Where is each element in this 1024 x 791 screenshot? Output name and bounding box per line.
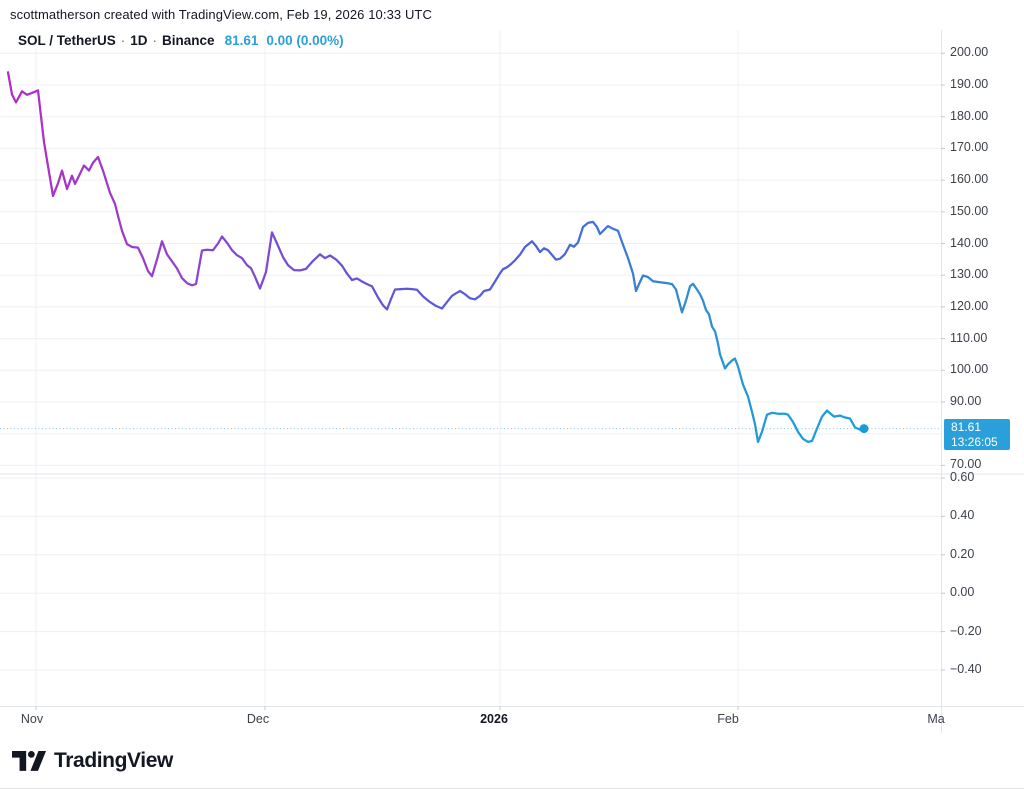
time-axis-label: Feb <box>717 712 739 726</box>
tradingview-logo-mark-icon <box>12 750 46 771</box>
time-axis-label: Nov <box>20 712 44 726</box>
price-axis-label: 110.00 <box>950 330 988 345</box>
price-axis-label: 130.00 <box>950 267 989 282</box>
indicator-axis-label: −0.40 <box>950 662 982 676</box>
price-axis-label: 180.00 <box>950 108 989 123</box>
time-axis-label: Ma <box>927 712 945 726</box>
attribution-text: scottmatherson created with TradingView.… <box>10 7 432 22</box>
price-line <box>6 71 866 444</box>
price-axis-label: 150.00 <box>950 203 989 218</box>
current-price-dot <box>859 424 869 434</box>
symbol-legend[interactable]: SOL / TetherUS · 1D · Binance 81.61 0.00 (0.00… <box>18 33 344 48</box>
price-axis-label: 70.00 <box>950 457 982 472</box>
indicator-axis-label: 0.60 <box>950 470 975 484</box>
indicator-axis-label: 0.40 <box>950 508 975 523</box>
price-axis-label: 140.00 <box>950 235 989 250</box>
price-axis-label: 190.00 <box>950 77 989 91</box>
indicator-axis-label: 0.20 <box>950 546 975 561</box>
time-axis-label: Dec <box>246 712 270 726</box>
indicator-axis-label: −0.20 <box>950 623 982 638</box>
time-axis[interactable] <box>0 706 1024 734</box>
legend-separator: · <box>152 33 158 48</box>
chart-plot-area[interactable] <box>0 30 941 706</box>
tradingview-logo[interactable]: TradingView <box>12 747 173 774</box>
price-axis-label: 100.00 <box>950 362 989 377</box>
price-axis-label: 170.00 <box>950 140 989 155</box>
indicator-axis-label: 0.00 <box>950 585 975 600</box>
legend-change: 0.00 (0.00%) <box>266 33 344 48</box>
current-price-badge: 81.61 13:26:05 <box>944 418 1010 450</box>
legend-symbol[interactable]: SOL / TetherUS <box>18 33 116 48</box>
legend-interval[interactable]: 1D <box>130 33 148 48</box>
badge-time: 13:26:05 <box>951 434 998 449</box>
price-axis-label: 160.00 <box>950 172 989 187</box>
legend-last-price: 81.61 <box>224 33 259 48</box>
price-axis-label: 120.00 <box>950 298 989 313</box>
legend-separator: · <box>120 33 126 48</box>
tradingview-logo-text: TradingView <box>54 748 173 772</box>
price-axis-label: 200.00 <box>950 45 989 60</box>
legend-exchange[interactable]: Binance <box>162 33 215 48</box>
badge-price: 81.61 <box>951 419 982 434</box>
price-axis-label: 90.00 <box>950 394 982 408</box>
time-axis-label: 2026 <box>480 712 508 726</box>
